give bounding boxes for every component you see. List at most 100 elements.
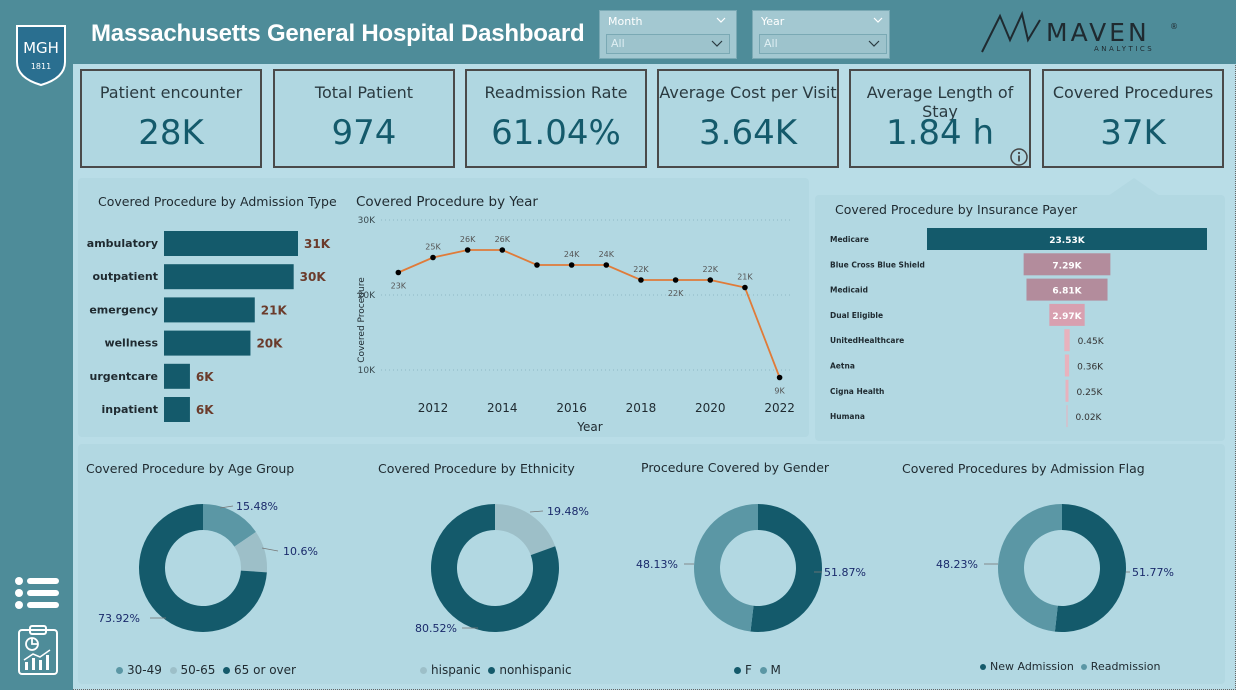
x-axis-label: Year (576, 420, 602, 434)
svg-text:®: ® (1170, 22, 1178, 31)
gender-donut: 51.87% 48.13% (636, 504, 866, 632)
data-label: 21K (261, 303, 288, 317)
kpi-label: Total Patient (314, 83, 414, 102)
slice (750, 504, 822, 632)
chevron-down-icon (711, 40, 723, 47)
list-menu-icon[interactable] (14, 576, 60, 610)
data-label: 22K (668, 289, 684, 298)
year-chart-title: Covered Procedure by Year (356, 194, 538, 210)
kpi-value: 1.84 h (885, 113, 995, 153)
legend-item[interactable]: F (734, 663, 752, 677)
maven-analytics-logo: MAVEN ANALYTICS ® (981, 10, 1178, 53)
legend-item[interactable]: 50-65 (169, 663, 215, 677)
legend-item[interactable]: hispanic (420, 663, 481, 677)
bar (164, 264, 294, 290)
kpi-value: 3.64K (699, 113, 797, 153)
data-point (464, 247, 471, 253)
clipboard-report-icon[interactable] (16, 624, 60, 676)
info-icon[interactable] (1009, 147, 1029, 167)
admission-type-chart-title: Covered Procedure by Admission Type (98, 194, 337, 209)
legend-label: Readmission (1090, 660, 1161, 673)
slice (203, 504, 256, 547)
year-dropdown[interactable]: All (759, 34, 887, 54)
year-slicer[interactable]: Year All (752, 10, 890, 59)
kpi-covered-procedures: Covered Procedures 37K (1042, 69, 1224, 168)
data-label: 15.48% (236, 500, 278, 513)
data-point (568, 262, 575, 268)
legend-label: New Admission (990, 660, 1074, 673)
data-label: 2.97K (1052, 312, 1082, 322)
gender-chart-title: Procedure Covered by Gender (641, 460, 830, 475)
bar (164, 363, 190, 389)
bar (927, 228, 1207, 250)
slice (997, 504, 1062, 632)
data-label: 22K (633, 265, 649, 274)
year-line-chart: Year Covered Procedure 30K 20K 10K 2012 2014… (357, 216, 795, 434)
legend-label: F (745, 663, 752, 677)
legend-item[interactable]: Readmission (1080, 660, 1161, 673)
category-label: Medicare (830, 235, 869, 244)
bar (164, 397, 190, 422)
legend-label: hispanic (431, 663, 481, 677)
bar (164, 330, 251, 356)
data-label: 31K (304, 237, 331, 251)
age-group-legend: 30-49 50-65 65 or over (116, 663, 296, 677)
admission-flag-donut: 51.77% 48.23% (936, 504, 1174, 632)
kpi-label: Patient encounter (99, 83, 243, 102)
leader-line (219, 505, 234, 509)
slice (431, 504, 559, 632)
data-label: 51.87% (824, 566, 866, 579)
data-point (742, 284, 748, 291)
category-label: Cigna Health (830, 387, 884, 396)
data-label: 23.53K (1049, 236, 1085, 246)
data-label: 0.02K (1076, 413, 1103, 423)
tooltip-pointer (1108, 178, 1160, 196)
data-label: 9K (774, 387, 785, 396)
data-label: 10.6% (283, 545, 318, 558)
y-tick-label: 30K (358, 216, 376, 226)
gender-legend: F M (734, 663, 781, 677)
data-label: 51.77% (1132, 566, 1174, 579)
slice (694, 504, 758, 632)
legend-item[interactable]: M (759, 663, 781, 677)
data-label: 6K (196, 370, 214, 384)
legend-item[interactable]: nonhispanic (488, 663, 572, 677)
bar (164, 297, 255, 323)
legend-item[interactable]: New Admission (980, 660, 1074, 673)
x-tick-label: 2020 (695, 401, 726, 415)
chevron-down-icon (716, 17, 726, 23)
x-tick-label: 2016 (556, 401, 587, 415)
kpi-average-cost: Average Cost per Visit 3.64K (657, 69, 839, 168)
bar (1064, 354, 1070, 377)
kpi-label: Average Cost per Visit (659, 83, 837, 102)
page-title: Massachusetts General Hospital Dashboard (91, 20, 585, 47)
data-point (638, 277, 644, 283)
slice (139, 504, 267, 632)
kpi-total-patient: Total Patient 974 (273, 69, 455, 168)
category-label: wellness (104, 337, 158, 350)
bar (1026, 278, 1108, 301)
year-dropdown-value: All (764, 37, 778, 50)
data-point (499, 247, 506, 253)
x-tick-label: 2022 (764, 401, 795, 415)
legend-item[interactable]: 65 or over (223, 663, 296, 677)
data-label: 25K (425, 243, 441, 252)
category-label: Dual Eligible (830, 311, 883, 320)
bar (164, 231, 298, 256)
kpi-value: 28K (138, 113, 204, 153)
year-slicer-label: Year (761, 15, 785, 28)
logo-year: 1811 (31, 62, 51, 71)
kpi-label: Readmission Rate (484, 83, 628, 102)
slice (234, 531, 267, 573)
category-label: UnitedHealthcare (830, 336, 904, 345)
leader-line (261, 547, 279, 552)
slice (495, 504, 556, 556)
data-label: 6.81K (1052, 287, 1082, 297)
category-label: outpatient (92, 270, 158, 283)
legend-item[interactable]: 30-49 (116, 663, 162, 677)
data-label: 48.13% (636, 558, 678, 571)
month-slicer[interactable]: Month All (599, 10, 737, 59)
data-label: 23K (391, 282, 407, 291)
data-label: 7.29K (1052, 261, 1082, 271)
month-dropdown[interactable]: All (606, 34, 730, 54)
